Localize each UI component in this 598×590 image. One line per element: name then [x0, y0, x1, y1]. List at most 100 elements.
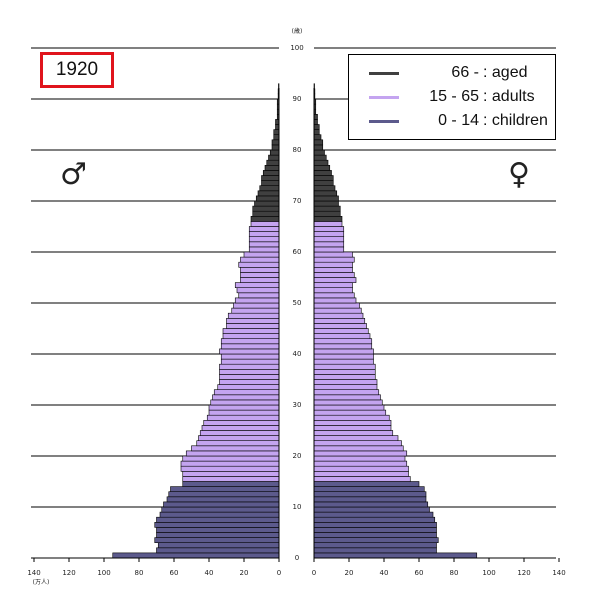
female-bar — [313, 185, 336, 192]
female-bar — [313, 317, 366, 324]
male-bar — [180, 460, 280, 467]
female-bar — [313, 399, 383, 406]
female-bar — [313, 552, 478, 559]
male-bar — [156, 532, 280, 538]
male-bar — [222, 328, 280, 334]
female-bar — [313, 445, 404, 452]
male-bar — [157, 542, 280, 549]
male-bar — [234, 282, 280, 289]
male-bar — [233, 302, 280, 309]
female-bar — [313, 527, 437, 533]
female-bar — [313, 455, 406, 462]
female-bar — [313, 114, 318, 120]
x-tick-label-left: 40 — [205, 569, 214, 577]
legend-range-aged: 66 - — [451, 64, 479, 81]
female-bar — [313, 440, 402, 447]
male-bar — [182, 481, 280, 487]
male-bar — [243, 251, 280, 258]
female-bar — [313, 246, 345, 253]
male-bar — [222, 333, 280, 340]
male-bar — [252, 210, 280, 217]
female-bar — [313, 180, 334, 187]
male-bar — [213, 389, 280, 396]
legend-label-adults: : adults — [483, 88, 535, 105]
x-tick-label-left: 100 — [97, 569, 110, 577]
male-bar — [275, 124, 280, 130]
male-bar — [191, 445, 280, 452]
female-bar — [313, 465, 409, 472]
male-bar — [254, 200, 280, 207]
x-tick-label-right: 60 — [415, 569, 424, 577]
female-bar — [313, 435, 399, 442]
age-axis: 0 10 20 30 40 50 60 70 80 90 100 — [290, 44, 303, 562]
female-bar — [313, 419, 392, 426]
female-bar — [313, 170, 332, 176]
female-bar — [313, 129, 320, 136]
x-tick-label-right: 100 — [482, 569, 495, 577]
x-tick-label-right: 80 — [450, 569, 459, 577]
female-bar — [313, 450, 408, 457]
male-bar — [231, 307, 280, 314]
x-tick-label-left: 120 — [62, 569, 75, 577]
x-tick-label-right: 40 — [380, 569, 389, 577]
female-bar — [313, 521, 437, 528]
age-tick-label: 90 — [293, 95, 302, 103]
female-bars — [313, 83, 478, 559]
female-bar — [313, 374, 376, 380]
female-bar — [313, 277, 357, 283]
female-bar — [313, 511, 434, 518]
female-bar — [313, 389, 380, 396]
male-bar — [219, 368, 280, 375]
female-bar — [313, 302, 360, 309]
female-bar — [313, 353, 374, 360]
female-bar — [313, 404, 385, 411]
female-bar — [313, 195, 339, 202]
female-bar — [313, 124, 320, 130]
male-bar — [203, 419, 280, 426]
male-bar — [196, 440, 280, 447]
female-bar — [313, 307, 362, 314]
x-tick-label-left: 0 — [277, 569, 281, 577]
female-bar — [313, 251, 353, 258]
male-bar — [168, 491, 280, 498]
male-bar — [269, 149, 280, 156]
male-bar — [248, 226, 280, 232]
female-bar — [313, 348, 374, 355]
female-bar — [313, 379, 378, 385]
female-bar — [313, 486, 425, 493]
female-bar — [313, 363, 376, 370]
age-tick-label: 10 — [293, 503, 302, 511]
male-bar — [261, 180, 280, 187]
age-tick-label: 50 — [293, 299, 302, 307]
female-bar — [313, 231, 345, 238]
male-bar — [248, 231, 280, 238]
female-bar — [313, 476, 411, 482]
male-bar — [219, 348, 280, 355]
male-bar — [219, 374, 280, 380]
female-bar — [313, 190, 338, 197]
female-bar — [313, 154, 327, 161]
female-bar — [313, 144, 324, 151]
female-bar — [313, 266, 353, 273]
female-bar — [313, 241, 345, 248]
male-bar — [182, 476, 280, 482]
age-tick-label: 40 — [293, 350, 302, 358]
male-bar — [208, 404, 280, 411]
male-bars — [112, 83, 280, 559]
male-bar — [217, 384, 280, 391]
male-bar — [240, 266, 280, 273]
female-bar — [313, 236, 345, 243]
male-bar — [156, 547, 280, 554]
legend-item-children: 0 - 14 : children — [369, 111, 548, 131]
female-bar — [313, 159, 329, 166]
male-bar — [273, 134, 280, 141]
female-bar — [313, 491, 427, 498]
female-bar — [313, 516, 436, 523]
male-bar — [163, 501, 280, 508]
population-axis-label-left: (万人) — [33, 579, 50, 586]
male-bar — [248, 236, 280, 243]
female-bar — [313, 287, 353, 294]
legend-item-adults: 15 - 65 : adults — [369, 87, 535, 107]
legend-range-adults: 15 - 65 — [429, 88, 479, 105]
male-bar — [201, 425, 280, 431]
